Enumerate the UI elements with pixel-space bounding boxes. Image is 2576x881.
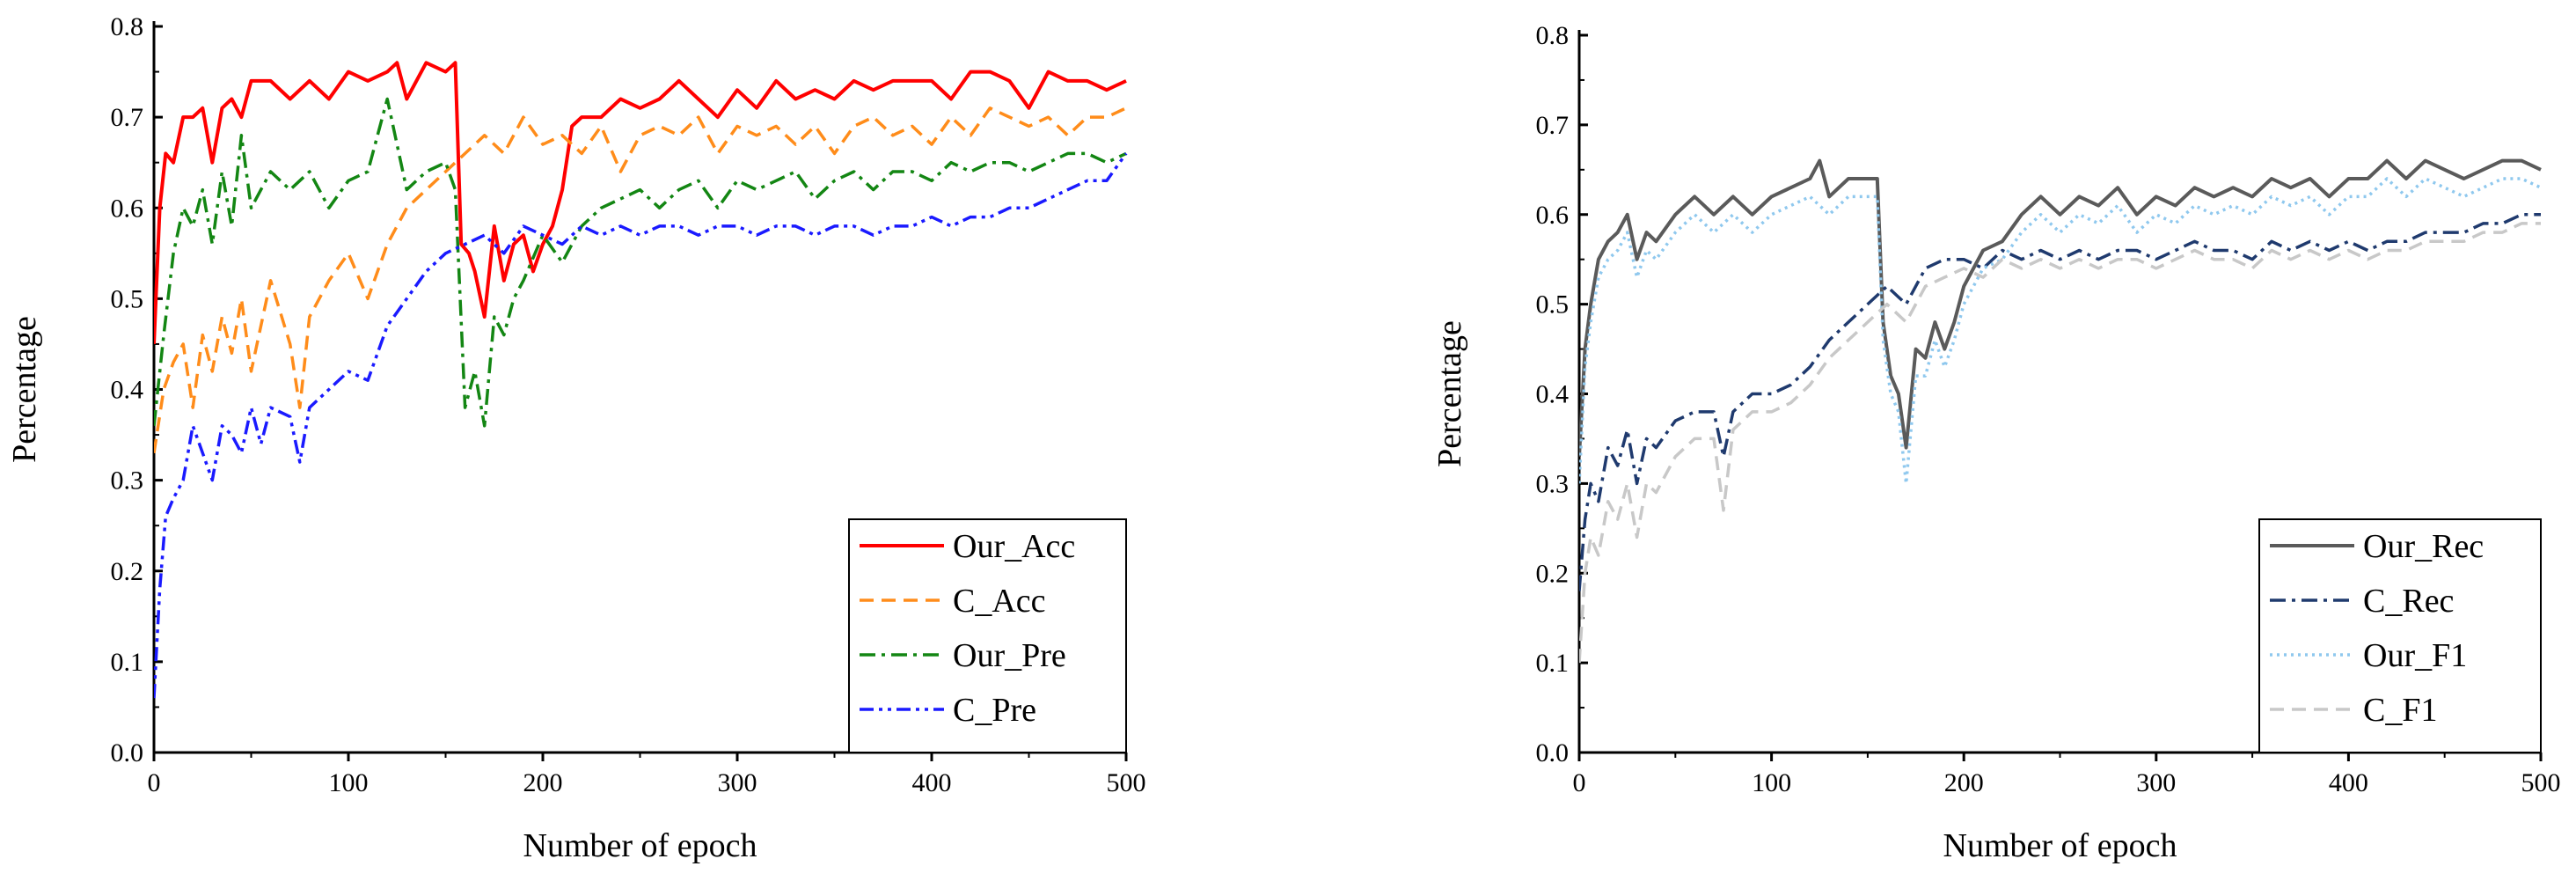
y-tick-label: 0.1 bbox=[111, 648, 144, 677]
x-tick-label: 100 bbox=[329, 768, 369, 797]
legend-label-c-acc: C_Acc bbox=[953, 583, 1046, 620]
legend-label-our-rec: Our_Rec bbox=[2363, 528, 2484, 565]
y-tick-label: 0.8 bbox=[1536, 21, 1570, 50]
x-tick-label: 200 bbox=[1944, 768, 1984, 797]
x-tick-label: 0 bbox=[1573, 768, 1586, 797]
y-tick-label: 0.6 bbox=[111, 194, 144, 223]
x-tick-label: 0 bbox=[148, 768, 161, 797]
y-tick-label: 0.8 bbox=[111, 12, 144, 41]
x-tick-label: 400 bbox=[912, 768, 952, 797]
series-line-c-f1 bbox=[1579, 222, 2541, 664]
plot-area bbox=[1579, 158, 2542, 664]
series-line-c-rec bbox=[1579, 213, 2541, 591]
series-line-our-pre bbox=[154, 97, 1127, 428]
series-line-c-acc bbox=[154, 106, 1127, 453]
chart-left: 0.0 0.1 0.2 0.3 0.4 0.5 0.6 0.7 0.8 0 100 200 300 400… bbox=[6, 12, 1146, 864]
legend: Our_Acc C_Acc Our_Pre C_Pre bbox=[848, 518, 1127, 753]
legend-label-our-pre: Our_Pre bbox=[953, 637, 1066, 674]
y-tick-label: 0.4 bbox=[1536, 380, 1570, 409]
x-tick-label: 100 bbox=[1752, 768, 1791, 797]
y-tick-label: 0.5 bbox=[111, 284, 144, 313]
y-tick-label: 0.0 bbox=[1536, 738, 1570, 767]
legend-label-our-acc: Our_Acc bbox=[953, 528, 1075, 565]
y-tick-label: 0.0 bbox=[111, 738, 144, 767]
legend-label-c-rec: C_Rec bbox=[2363, 583, 2454, 620]
y-tick-label: 0.2 bbox=[1536, 559, 1570, 588]
x-tick-label: 500 bbox=[1107, 768, 1146, 797]
legend-label-our-f1: Our_F1 bbox=[2363, 637, 2467, 674]
x-tick-label: 200 bbox=[523, 768, 563, 797]
y-tick-label: 0.6 bbox=[1536, 201, 1570, 230]
x-tick-label: 500 bbox=[2521, 768, 2561, 797]
x-tick-label: 300 bbox=[718, 768, 757, 797]
chart-right: 0.0 0.1 0.2 0.3 0.4 0.5 0.6 0.7 0.8 0 100 200 300 400… bbox=[1431, 21, 2561, 864]
series-line-our-acc bbox=[154, 61, 1127, 344]
legend: Our_Rec C_Rec Our_F1 C_F1 bbox=[2258, 518, 2542, 753]
x-axis-title: Number of epoch bbox=[523, 827, 757, 864]
plot-area bbox=[154, 61, 1128, 699]
legend-label-c-f1: C_F1 bbox=[2363, 692, 2437, 729]
x-tick-label: 400 bbox=[2329, 768, 2368, 797]
y-tick-label: 0.5 bbox=[1536, 290, 1570, 319]
y-axis-title: Percentage bbox=[6, 316, 43, 463]
series-line-our-rec bbox=[1579, 158, 2542, 457]
legend-box bbox=[848, 518, 1127, 753]
x-tick-label: 300 bbox=[2136, 768, 2176, 797]
series-line-c-pre bbox=[154, 152, 1128, 699]
y-tick-label: 0.4 bbox=[111, 376, 144, 405]
y-axis-title: Percentage bbox=[1431, 320, 1468, 467]
y-tick-label: 0.3 bbox=[111, 466, 144, 496]
legend-label-c-pre: C_Pre bbox=[953, 692, 1036, 729]
series-line-our-f1 bbox=[1579, 177, 2542, 486]
legend-box bbox=[2258, 518, 2542, 753]
y-tick-label: 0.3 bbox=[1536, 469, 1570, 498]
y-tick-label: 0.1 bbox=[1536, 649, 1570, 678]
y-tick-label: 0.2 bbox=[111, 557, 144, 586]
y-tick-label: 0.7 bbox=[1536, 111, 1570, 140]
y-tick-label: 0.7 bbox=[111, 103, 144, 132]
x-axis-title: Number of epoch bbox=[1943, 827, 2177, 864]
